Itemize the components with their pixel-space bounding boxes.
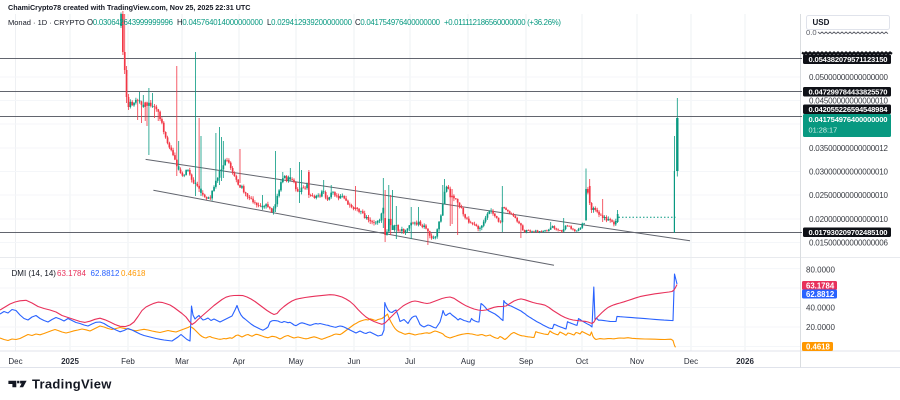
svg-text:Monad · 1D · CRYPTO: Monad · 1D · CRYPTO [8,18,85,27]
svg-text:C0.041754976400000000: C0.041754976400000000 [355,18,441,27]
svg-text:0.03500000000000012: 0.03500000000000012 [809,144,889,153]
svg-text:0.047299784433825570: 0.047299784433825570 [809,88,888,97]
svg-text:TradingView: TradingView [32,377,112,392]
svg-text:0.01500000000000006: 0.01500000000000006 [809,238,889,247]
svg-text:H0.045764014000000000: H0.045764014000000000 [177,18,264,27]
svg-text:Feb: Feb [121,357,135,366]
svg-text:0.02500000000000010: 0.02500000000000010 [809,191,889,200]
svg-text:Mar: Mar [175,357,189,366]
svg-text:Dec: Dec [8,357,22,366]
svg-text:Dec: Dec [684,357,698,366]
svg-text:0.042055226594548984: 0.042055226594548984 [809,105,889,114]
svg-text:40.0000: 40.0000 [806,303,835,312]
svg-text:DMI (14, 14): DMI (14, 14) [12,269,57,278]
svg-text:63.1784: 63.1784 [57,269,86,278]
svg-text:0.03000000000000010: 0.03000000000000010 [809,167,889,176]
svg-text:63.1784: 63.1784 [806,281,835,290]
svg-text:0.4618: 0.4618 [806,342,831,351]
svg-text:0.017930209702485100: 0.017930209702485100 [809,228,888,237]
svg-text:Jun: Jun [348,357,361,366]
svg-text:Jul: Jul [405,357,415,366]
svg-text:0.05000000000000000: 0.05000000000000000 [809,73,889,82]
svg-text:62.8812: 62.8812 [806,290,835,299]
svg-text:May: May [288,357,303,366]
svg-text:Oct: Oct [576,357,589,366]
svg-text:0.041754976400000000: 0.041754976400000000 [809,115,888,124]
svg-text:0.02000000000000010: 0.02000000000000010 [809,215,889,224]
svg-text:Sep: Sep [519,357,534,366]
svg-text:Apr: Apr [233,357,246,366]
svg-text:2026: 2026 [736,357,754,366]
svg-text:Nov: Nov [630,357,644,366]
svg-text:O0.030642643999999996: O0.030642643999999996 [87,18,173,27]
svg-text:0.0: 0.0 [806,28,817,37]
svg-text:L0.029412939200000000: L0.029412939200000000 [267,18,353,27]
svg-text:0.054382079571123150: 0.054382079571123150 [809,55,888,64]
svg-text:2025: 2025 [61,357,79,366]
svg-text:62.8812: 62.8812 [91,269,120,278]
svg-text:0.4618: 0.4618 [121,269,146,278]
svg-text:Aug: Aug [461,357,475,366]
svg-text:20.0000: 20.0000 [806,323,835,332]
svg-text:80.0000: 80.0000 [806,265,835,274]
svg-text:ChamiCrypto78 created with Tra: ChamiCrypto78 created with TradingView.c… [8,3,250,12]
svg-text:USD: USD [813,18,830,27]
svg-text:01:28:17: 01:28:17 [809,126,838,135]
svg-text:+0.011112186560000000 (+36.26%: +0.011112186560000000 (+36.26%) [444,18,561,27]
svg-text:0.04500000000000010: 0.04500000000000010 [809,97,889,106]
